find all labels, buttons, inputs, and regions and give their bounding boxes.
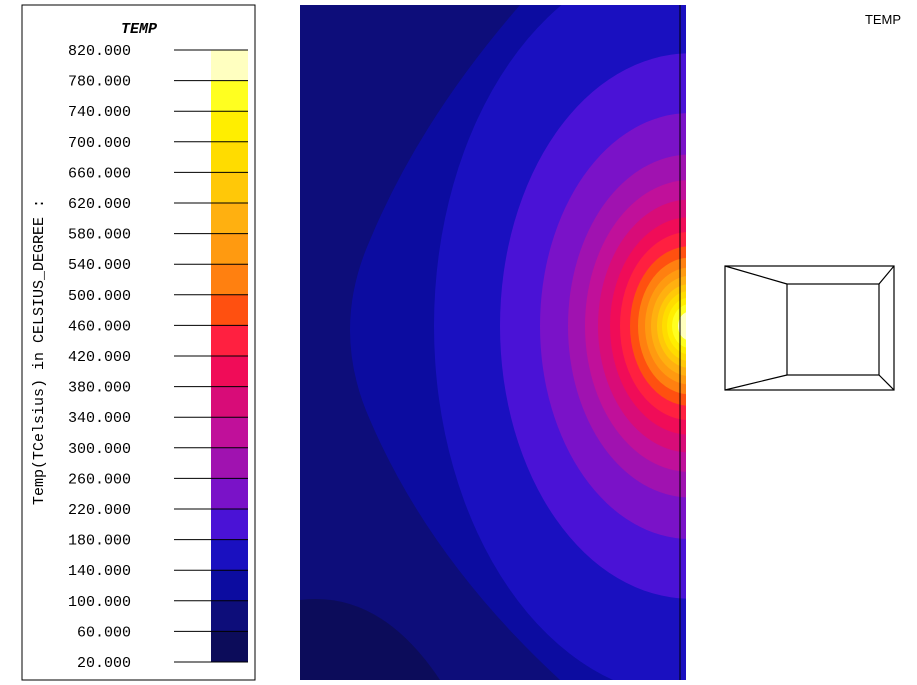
- legend-swatch: [211, 478, 248, 510]
- legend-swatch: [211, 203, 248, 235]
- legend-swatch: [211, 233, 248, 265]
- legend-tick-label: 20.000: [77, 655, 131, 672]
- legend-tick-label: 580.000: [68, 227, 131, 244]
- legend-swatch: [211, 172, 248, 204]
- band: [300, 599, 440, 680]
- contour-plot: [300, 5, 686, 680]
- legend-tick-label: 460.000: [68, 318, 131, 335]
- band: [678, 312, 686, 340]
- legend-tick-label: 820.000: [68, 43, 131, 60]
- legend-swatch: [211, 417, 248, 449]
- legend-swatch: [211, 141, 248, 173]
- band: [672, 304, 686, 348]
- legend-axis-label: Temp(TCelsius) in CELSIUS_DEGREE :: [31, 199, 48, 505]
- legend-swatch: [211, 264, 248, 296]
- legend-tick-label: 180.000: [68, 533, 131, 550]
- legend-tick-label: 140.000: [68, 563, 131, 580]
- legend-swatch: [211, 509, 248, 541]
- legend-tick-label: 260.000: [68, 471, 131, 488]
- legend-tick-label: 740.000: [68, 104, 131, 121]
- legend-swatch: [211, 386, 248, 418]
- legend-swatch: [211, 111, 248, 143]
- legend-swatch: [211, 600, 248, 632]
- legend-tick-label: 540.000: [68, 257, 131, 274]
- legend-swatch: [211, 325, 248, 357]
- legend-swatch: [211, 539, 248, 571]
- legend-swatch: [211, 294, 248, 326]
- legend-tick-label: 220.000: [68, 502, 131, 519]
- legend-swatch: [211, 447, 248, 479]
- legend-tick-label: 660.000: [68, 165, 131, 182]
- legend-swatch: [211, 356, 248, 388]
- legend-swatch: [211, 631, 248, 663]
- legend-tick-label: 380.000: [68, 380, 131, 397]
- legend-tick-label: 620.000: [68, 196, 131, 213]
- legend-tick-label: 780.000: [68, 74, 131, 91]
- legend-tick-label: 100.000: [68, 594, 131, 611]
- corner-label: TEMP: [865, 12, 901, 27]
- legend-tick-label: 300.000: [68, 441, 131, 458]
- legend-tick-label: 420.000: [68, 349, 131, 366]
- legend-swatch: [211, 80, 248, 112]
- legend-tick-label: 60.000: [77, 624, 131, 641]
- legend-tick-label: 340.000: [68, 410, 131, 427]
- legend-title: TEMP: [121, 21, 157, 38]
- legend-tick-label: 500.000: [68, 288, 131, 305]
- legend-swatch: [211, 570, 248, 602]
- view-cube: [724, 265, 895, 391]
- legend-tick-label: 700.000: [68, 135, 131, 152]
- legend-swatch: [211, 50, 248, 82]
